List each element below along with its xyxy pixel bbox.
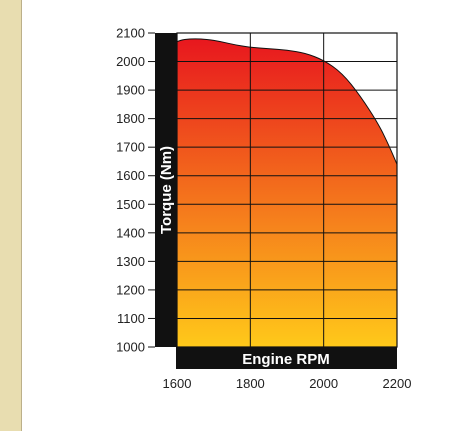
y-tick-label: 1100 <box>117 311 145 326</box>
y-tick-label: 1400 <box>116 225 145 240</box>
tick-layer: 1000 1100 1200 1300 1400 1500 1600 1700 1800 1900… <box>116 26 411 392</box>
x-tick-label: 2000 <box>309 376 338 391</box>
grid-layer <box>176 32 398 348</box>
y-tick-label: 1800 <box>116 111 145 126</box>
y-tick-label: 1200 <box>116 282 145 297</box>
x-axis-band <box>176 347 397 369</box>
y-tick-label: 1500 <box>116 197 145 212</box>
y-axis-band <box>155 33 177 347</box>
x-axis-title: Engine RPM <box>242 351 330 368</box>
y-tick-label: 1000 <box>116 340 145 355</box>
area-layer <box>176 38 398 348</box>
y-tick-label: 1300 <box>116 254 145 269</box>
y-tick-label: 1900 <box>116 83 145 98</box>
axis-layer: Engine RPM Torque (Nm) <box>155 33 397 369</box>
y-tick-label: 2100 <box>116 26 145 41</box>
x-tick-label: 1600 <box>163 376 192 391</box>
y-tick-label: 1700 <box>116 140 145 155</box>
x-tick-label: 1800 <box>236 376 265 391</box>
y-axis-title: Torque (Nm) <box>158 146 175 234</box>
x-tick-label: 2200 <box>383 376 412 391</box>
y-tick-label: 2000 <box>116 54 145 69</box>
y-tick-label: 1600 <box>116 168 145 183</box>
torque-area-series <box>176 38 398 348</box>
